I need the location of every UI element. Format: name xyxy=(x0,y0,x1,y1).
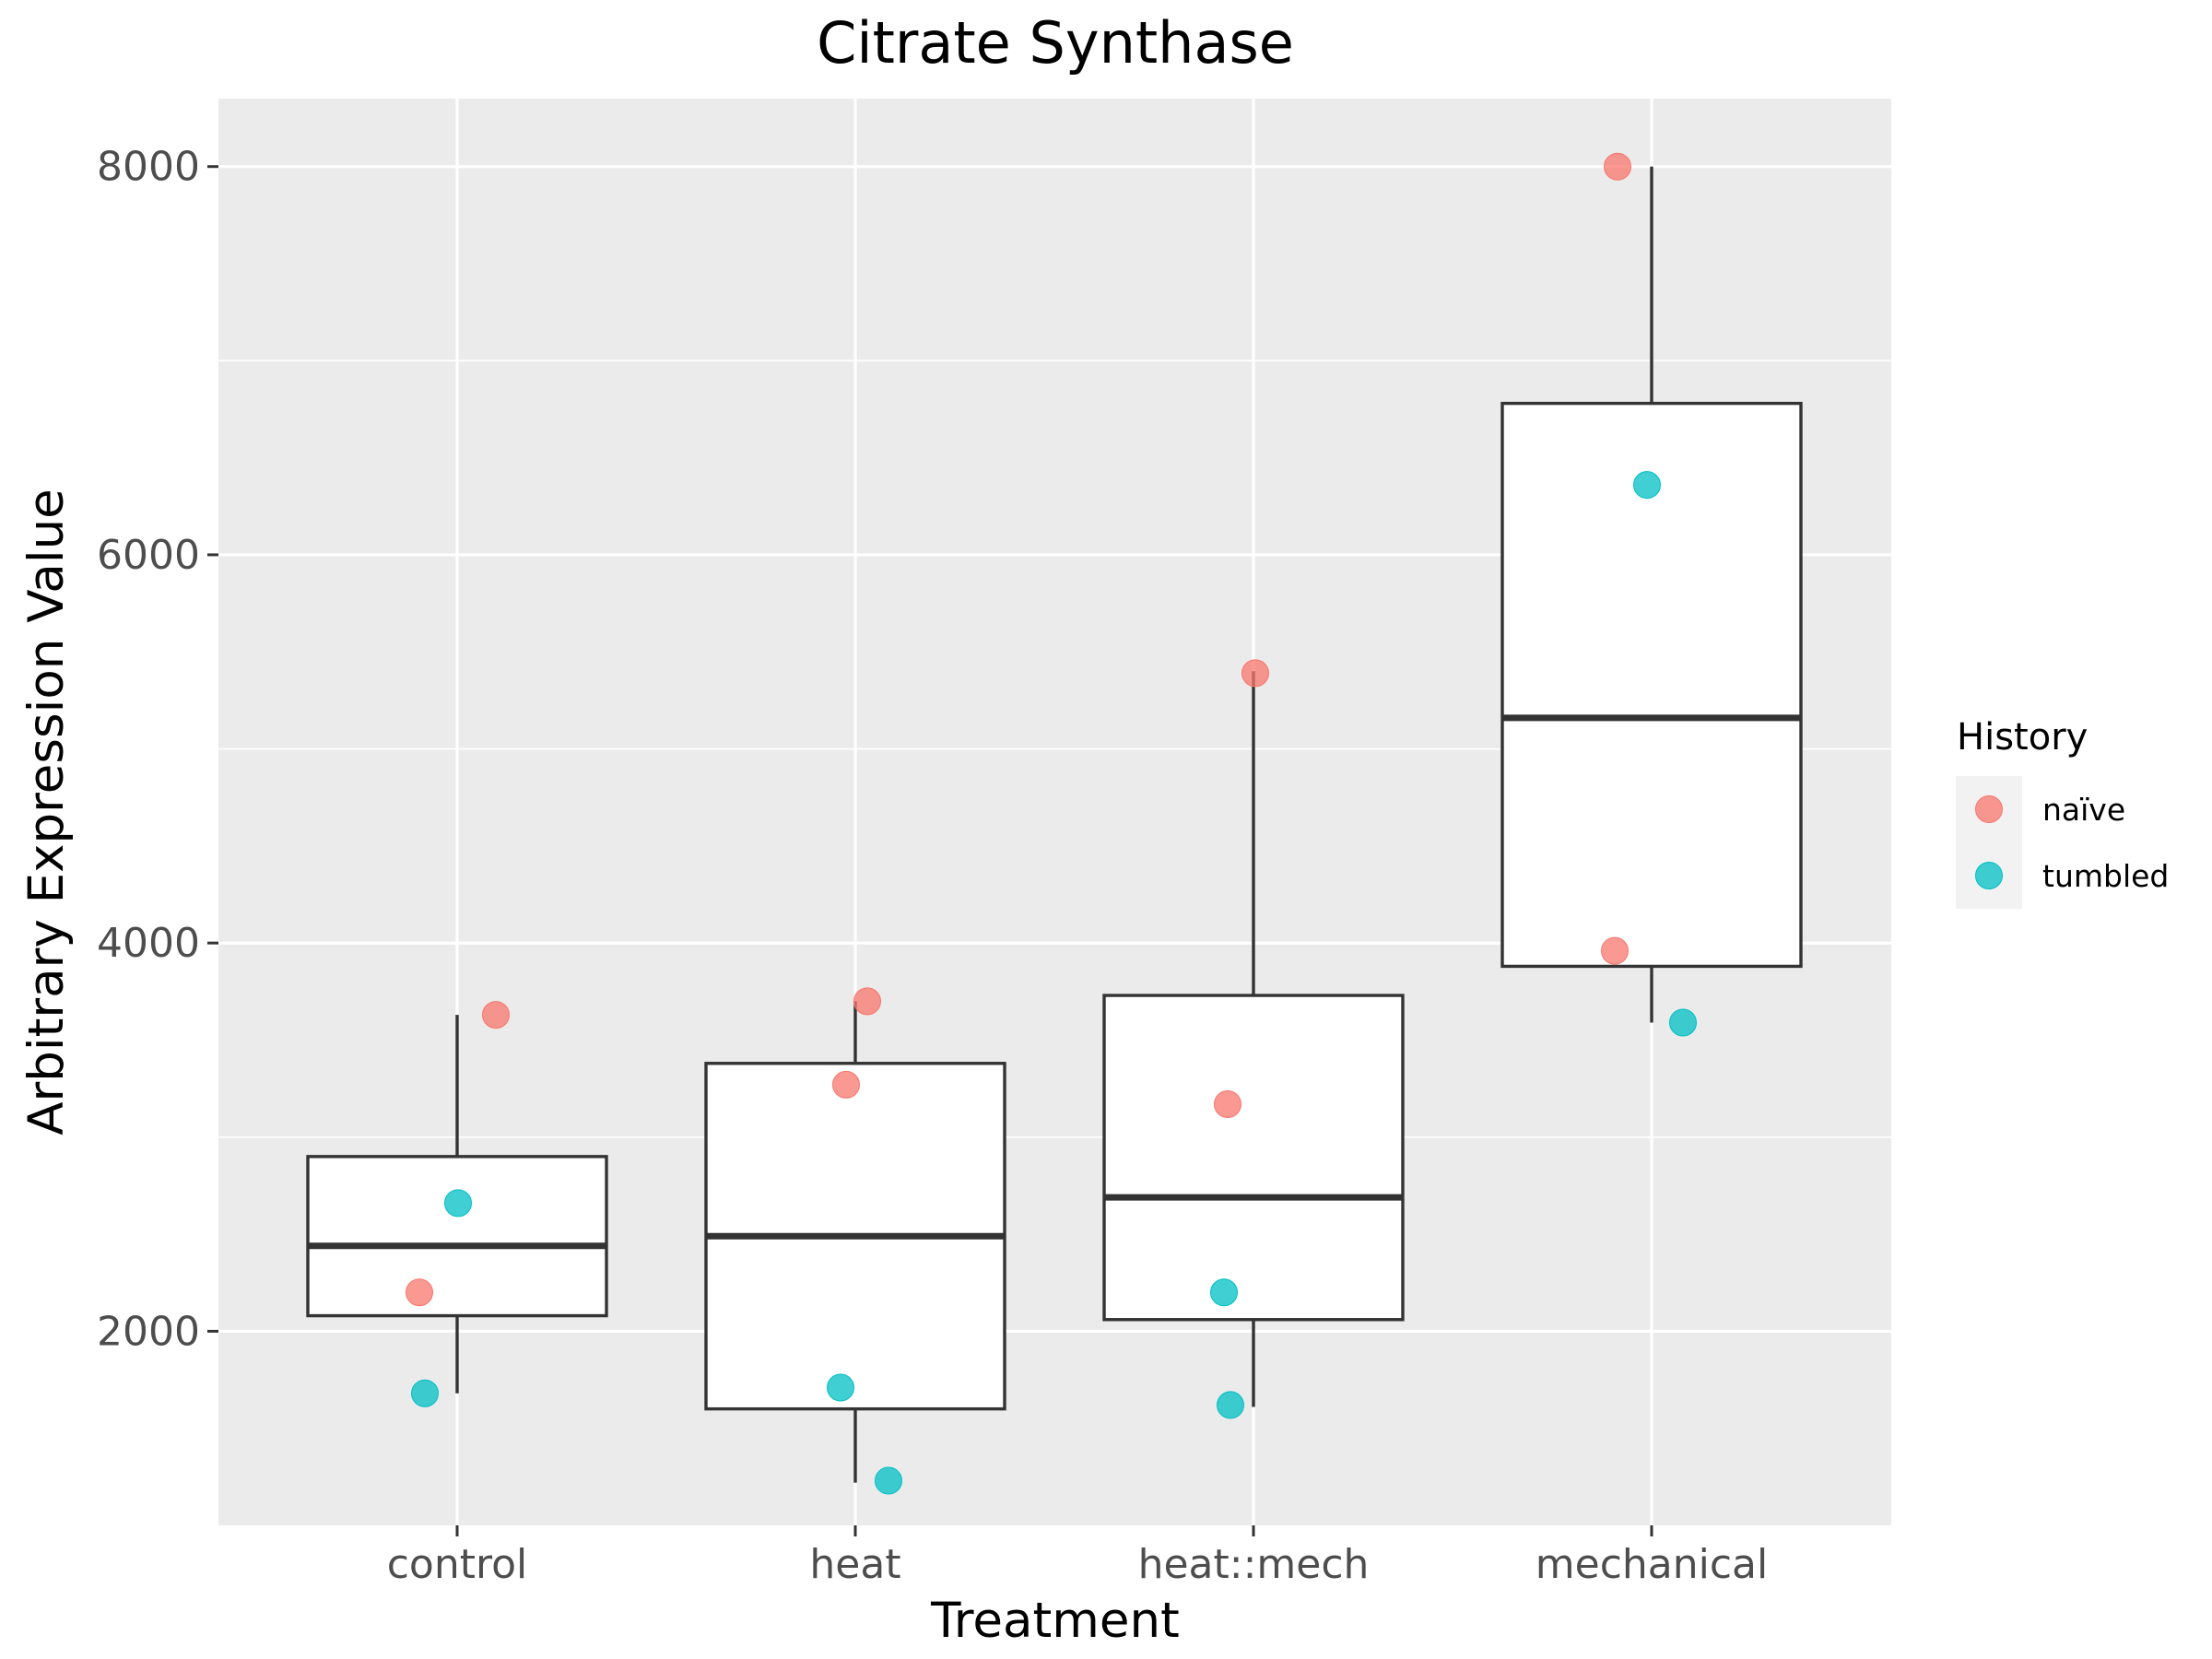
point-tumbled-mechanical xyxy=(1633,471,1661,500)
legend-label: tumbled xyxy=(2042,858,2169,894)
point-tumbled-control xyxy=(444,1189,472,1218)
point-tumbled-heat xyxy=(827,1373,854,1402)
y-tick-label: 6000 xyxy=(97,532,200,579)
x-axis-title: Treatment xyxy=(930,1593,1180,1649)
legend-key-marker xyxy=(1975,862,2003,889)
box-heat xyxy=(704,1001,1006,1483)
y-axis-ticks: 2000 4000 6000 8000 xyxy=(97,144,218,1355)
point-naïve-mechanical xyxy=(1601,936,1629,965)
point-tumbled-heat::mech xyxy=(1217,1391,1244,1419)
legend-item-tumbled: tumbled xyxy=(1956,842,2169,909)
point-naïve-heat::mech xyxy=(1214,1089,1241,1118)
x-tick-label: mechanical xyxy=(1535,1541,1768,1588)
legend-keys: naïve tumbled xyxy=(1956,776,2169,909)
point-tumbled-control xyxy=(411,1379,439,1407)
x-tick-label: heat::mech xyxy=(1138,1541,1370,1588)
y-tick-label: 2000 xyxy=(97,1308,200,1355)
data-points xyxy=(406,152,1697,1495)
box-control xyxy=(306,1015,608,1394)
point-tumbled-heat xyxy=(875,1466,902,1495)
x-axis-ticks: control heat heat::mech mechanical xyxy=(387,1525,1768,1588)
point-naïve-control xyxy=(482,1001,510,1030)
legend-label: naïve xyxy=(2042,792,2125,828)
point-naïve-heat::mech xyxy=(1241,659,1269,688)
box-body xyxy=(1102,994,1405,1322)
legend-item-naïve: naïve xyxy=(1956,776,2125,842)
point-tumbled-mechanical xyxy=(1669,1008,1697,1037)
point-tumbled-heat::mech xyxy=(1210,1278,1238,1307)
x-tick-label: heat xyxy=(809,1541,900,1588)
chart-title: Citrate Synthase xyxy=(817,9,1294,76)
legend: History naïve tumbled xyxy=(1956,716,2169,909)
legend-key-marker xyxy=(1975,795,2003,823)
legend-title: History xyxy=(1957,716,2088,759)
box-heat::mech xyxy=(1102,671,1405,1407)
point-naïve-control xyxy=(406,1278,433,1307)
box-body xyxy=(306,1155,608,1318)
point-naïve-heat xyxy=(832,1070,860,1099)
y-tick-label: 4000 xyxy=(97,920,200,967)
y-axis-title: Arbitrary Expression Value xyxy=(18,488,75,1135)
x-tick-label: control xyxy=(387,1541,528,1588)
point-naïve-heat xyxy=(853,987,881,1016)
y-tick-label: 8000 xyxy=(97,144,200,191)
point-naïve-mechanical xyxy=(1604,152,1631,181)
